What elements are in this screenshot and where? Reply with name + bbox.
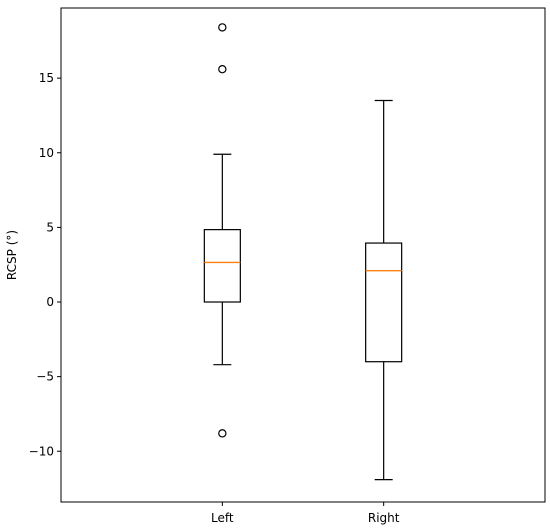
outlier-point (218, 64, 227, 74)
y-tick-label: 10 (39, 146, 54, 160)
box-iqr (365, 242, 403, 363)
y-tick-label: 0 (46, 295, 54, 309)
plot-area-frame (60, 7, 546, 503)
boxes-layer (203, 23, 403, 481)
y-tick-label: 15 (39, 71, 54, 85)
y-axis-label: RCSP (°) (5, 230, 19, 280)
outlier-point (218, 429, 227, 438)
outlier-point (218, 23, 227, 32)
x-tick-label: Right (368, 511, 400, 525)
x-axis: Left Right (211, 502, 400, 525)
x-tick-label: Left (211, 511, 234, 525)
y-tick-label: 5 (46, 220, 54, 234)
y-tick-label: −10 (29, 444, 54, 458)
y-tick-label: −5 (36, 370, 54, 384)
y-axis: −10 −5 0 5 10 15 (29, 71, 61, 458)
box-iqr (203, 229, 241, 303)
